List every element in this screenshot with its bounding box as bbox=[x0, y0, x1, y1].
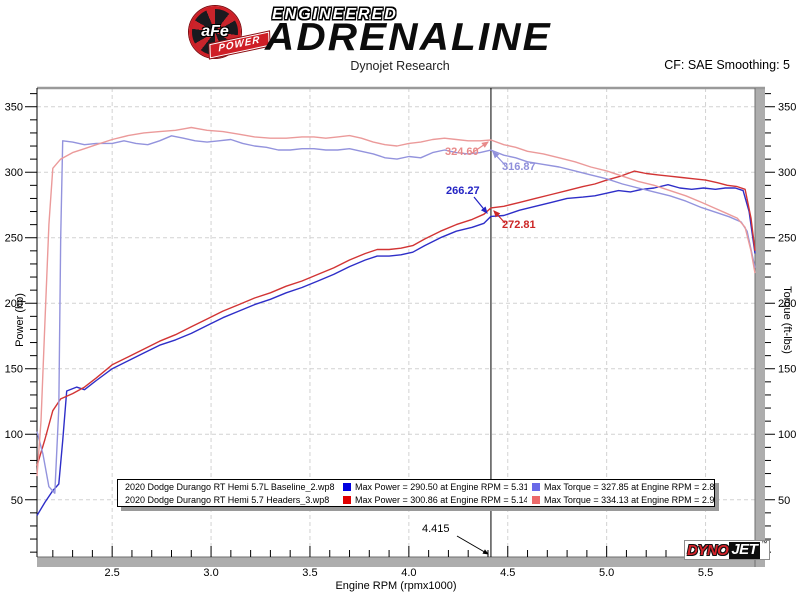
svg-text:2.5: 2.5 bbox=[105, 567, 120, 579]
legend-max-power: Max Power = 290.50 at Engine RPM = 5.31 bbox=[355, 481, 527, 492]
curve-headers-torque bbox=[36, 126, 756, 477]
svg-text:4.5: 4.5 bbox=[500, 567, 515, 579]
svg-text:5.0: 5.0 bbox=[599, 567, 614, 579]
legend-box: 2020 Dodge Durango RT Hemi 5.7L Baseline… bbox=[117, 479, 715, 507]
curve-baseline-power bbox=[36, 183, 756, 516]
plot-frame bbox=[36, 86, 765, 567]
svg-text:250: 250 bbox=[5, 233, 23, 245]
dynojet-logo-dyno: DYNO bbox=[687, 541, 729, 559]
legend-row-headers: 2020 Dodge Durango RT Hemi 5.7 Headers_3… bbox=[118, 493, 714, 506]
trademark-symbol: ™ bbox=[761, 541, 768, 547]
afe-brand-header: aFe POWER ENGINEERED ADRENALINE bbox=[183, 2, 623, 59]
svg-text:200: 200 bbox=[778, 298, 796, 310]
torque-swatch-icon bbox=[532, 495, 540, 504]
legend-max-torque: Max Torque = 327.85 at Engine RPM = 2.80 bbox=[544, 481, 714, 492]
torque-swatch-icon bbox=[532, 482, 540, 491]
dyno-chart: 50 50 100 100 150 150 200 200 250 250 300 300 350 350… bbox=[5, 86, 797, 592]
svg-text:300: 300 bbox=[5, 167, 23, 179]
svg-text:100: 100 bbox=[778, 429, 796, 441]
legend-row-baseline: 2020 Dodge Durango RT Hemi 5.7L Baseline… bbox=[118, 480, 714, 493]
power-swatch-icon bbox=[343, 495, 351, 504]
svg-text:5.5: 5.5 bbox=[698, 567, 713, 579]
legend-max-torque: Max Torque = 334.13 at Engine RPM = 2.90 bbox=[544, 494, 714, 505]
x-axis-title: Engine RPM (rpmx1000) bbox=[335, 580, 456, 592]
cursor-arrow bbox=[456, 535, 489, 555]
brand-engineered-text: ENGINEERED bbox=[272, 6, 398, 23]
svg-text:200: 200 bbox=[5, 298, 23, 310]
dynojet-logo: DYNO JET ™ bbox=[684, 540, 771, 560]
svg-text:50: 50 bbox=[778, 495, 790, 507]
svg-text:250: 250 bbox=[778, 233, 796, 245]
svg-text:150: 150 bbox=[778, 364, 796, 376]
legend-run-name: 2020 Dodge Durango RT Hemi 5.7L Baseline… bbox=[125, 481, 335, 492]
power-swatch-icon bbox=[343, 482, 351, 491]
callout-headers-torque: 324.60 bbox=[445, 146, 479, 158]
svg-text:350: 350 bbox=[5, 102, 23, 114]
afe-logo-text: aFe bbox=[201, 23, 229, 40]
grid-lines bbox=[37, 88, 755, 557]
annotation-arrow bbox=[492, 151, 506, 166]
annotation-arrow bbox=[471, 141, 489, 154]
brand-adrenaline-text: ADRENALINE bbox=[265, 16, 552, 59]
dynojet-logo-jet: JET bbox=[729, 541, 761, 559]
curve-headers-power bbox=[36, 170, 756, 466]
legend-run-name: 2020 Dodge Durango RT Hemi 5.7 Headers_3… bbox=[125, 494, 330, 505]
svg-text:50: 50 bbox=[11, 495, 23, 507]
svg-text:3.5: 3.5 bbox=[302, 567, 317, 579]
curve-baseline-torque bbox=[36, 135, 756, 494]
legend-max-power: Max Power = 300.86 at Engine RPM = 5.14 bbox=[355, 494, 527, 505]
callout-baseline-power: 266.27 bbox=[446, 185, 480, 197]
svg-text:4.0: 4.0 bbox=[401, 567, 416, 579]
chart-subtitle: Dynojet Research bbox=[350, 59, 450, 73]
correction-factor-label: CF: SAE Smoothing: 5 bbox=[664, 58, 790, 72]
callout-baseline-torque: 316.87 bbox=[502, 161, 536, 173]
axis-ticks bbox=[25, 93, 775, 557]
cursor-rpm-callout: 4.415 bbox=[422, 523, 450, 535]
svg-text:100: 100 bbox=[5, 429, 23, 441]
callout-headers-power: 272.81 bbox=[502, 219, 536, 231]
annotation-arrow bbox=[473, 196, 488, 214]
tick-labels: 50 50 100 100 150 150 200 200 250 250 300 300 350 350… bbox=[5, 102, 797, 592]
svg-text:150: 150 bbox=[5, 364, 23, 376]
svg-text:350: 350 bbox=[778, 102, 796, 114]
svg-text:300: 300 bbox=[778, 167, 796, 179]
svg-text:3.0: 3.0 bbox=[203, 567, 218, 579]
annotation-arrow bbox=[493, 210, 506, 224]
